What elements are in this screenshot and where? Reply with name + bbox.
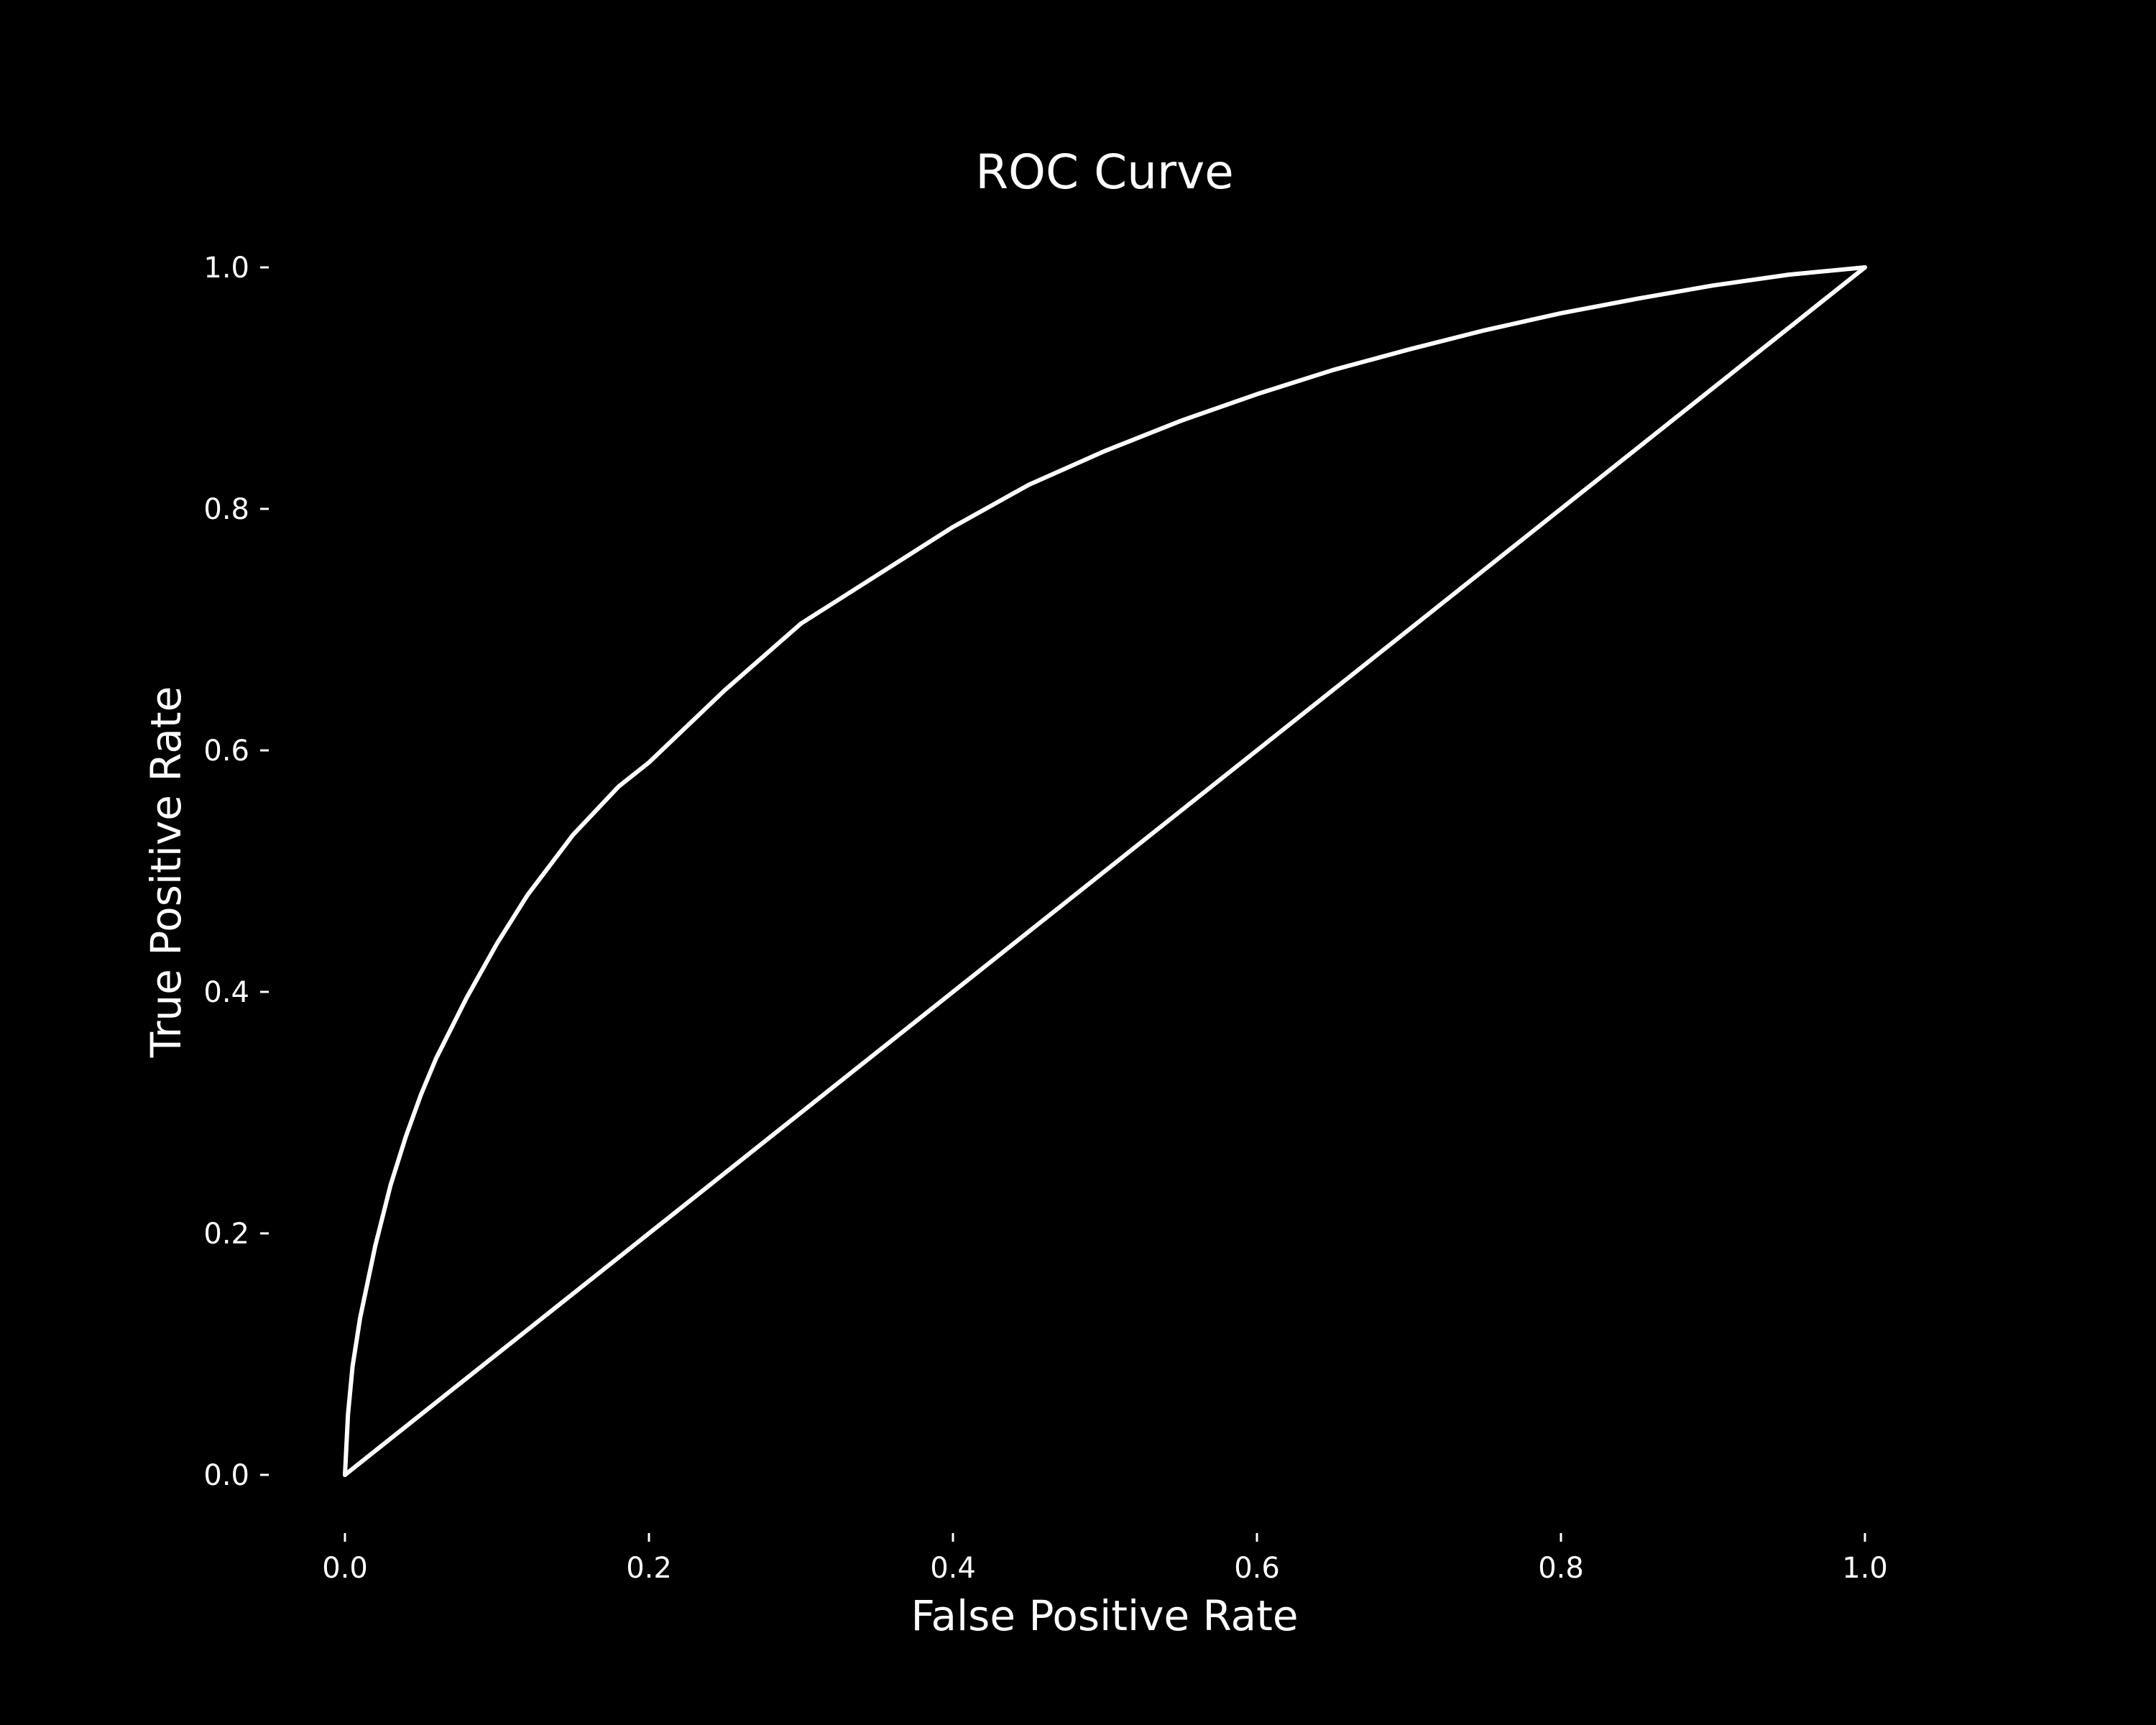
x-axis-ticks: 0.0 0.2 0.4 0.6 0.8 1.0	[322, 1533, 1888, 1585]
x-tick-label: 1.0	[1842, 1552, 1888, 1585]
x-tick-label: 0.0	[322, 1552, 368, 1585]
x-tick-label: 0.6	[1234, 1552, 1280, 1585]
y-tick-label: 0.2	[203, 1218, 249, 1251]
chart-title: ROC Curve	[975, 144, 1234, 200]
x-tick-label: 0.4	[930, 1552, 976, 1585]
series-layer	[343, 265, 1867, 1477]
x-tick-label: 0.2	[626, 1552, 672, 1585]
y-tick-label: 1.0	[203, 252, 249, 285]
y-tick-label: 0.8	[203, 493, 249, 526]
x-axis-label: False Positive Rate	[911, 1591, 1298, 1640]
x-tick-label: 0.8	[1538, 1552, 1584, 1585]
y-axis-label: True Positive Rate	[142, 686, 190, 1059]
y-tick-label: 0.4	[203, 976, 249, 1009]
y-tick-label: 0.0	[203, 1459, 249, 1492]
roc-curve-line	[343, 265, 1867, 1477]
y-tick-label: 0.6	[203, 735, 249, 768]
y-axis-ticks: 0.0 0.2 0.4 0.6 0.8 1.0	[203, 252, 269, 1492]
diagonal-reference-line	[343, 265, 1867, 1477]
